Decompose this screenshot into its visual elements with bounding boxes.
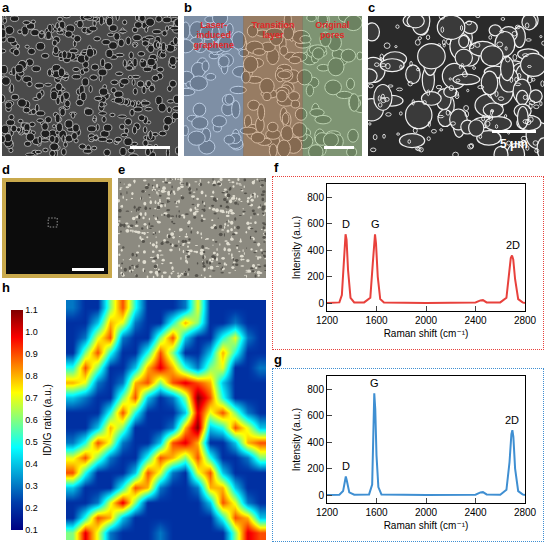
svg-text:2800: 2800 bbox=[514, 507, 537, 518]
html-text:e: e bbox=[118, 162, 126, 177]
svg-text:Intensity (a.u.): Intensity (a.u.) bbox=[291, 216, 302, 279]
html-text:g: g bbox=[274, 352, 282, 367]
svg-text:600: 600 bbox=[307, 410, 324, 421]
svg-text:1.1: 1.1 bbox=[25, 305, 38, 315]
html-text:c: c bbox=[368, 0, 376, 15]
svg-text:2800: 2800 bbox=[514, 315, 537, 326]
svg-text:0: 0 bbox=[318, 298, 324, 309]
svg-text:400: 400 bbox=[307, 245, 324, 256]
svg-text:D: D bbox=[342, 218, 350, 230]
svg-text:0.4: 0.4 bbox=[25, 459, 38, 469]
svg-text:2400: 2400 bbox=[464, 507, 487, 518]
svg-text:0.8: 0.8 bbox=[25, 371, 38, 381]
svg-text:400: 400 bbox=[307, 437, 324, 448]
html-text:a: a bbox=[2, 0, 10, 15]
svg-text:1.0: 1.0 bbox=[25, 327, 38, 337]
svg-text:0.2: 0.2 bbox=[25, 503, 38, 513]
svg-text:800: 800 bbox=[307, 384, 324, 395]
html-text:d: d bbox=[2, 162, 10, 177]
svg-text:2000: 2000 bbox=[415, 507, 438, 518]
svg-text:0.1: 0.1 bbox=[25, 525, 38, 535]
svg-text:Laser-inducedgraphene: Laser-inducedgraphene bbox=[193, 20, 234, 50]
svg-text:2D: 2D bbox=[505, 414, 519, 426]
svg-text:Intensity (a.u.): Intensity (a.u.) bbox=[291, 408, 302, 471]
svg-text:G: G bbox=[370, 377, 379, 389]
svg-text:2D: 2D bbox=[506, 239, 520, 251]
svg-text:800: 800 bbox=[307, 192, 324, 203]
html-text:f: f bbox=[274, 160, 279, 175]
svg-text:0.5: 0.5 bbox=[25, 437, 38, 447]
svg-text:200: 200 bbox=[307, 271, 324, 282]
svg-text:Raman shift (cm⁻¹): Raman shift (cm⁻¹) bbox=[384, 520, 469, 531]
svg-text:Originalpores: Originalpores bbox=[315, 20, 349, 40]
svg-text:0.3: 0.3 bbox=[25, 481, 38, 491]
svg-text:Raman shift (cm⁻¹): Raman shift (cm⁻¹) bbox=[384, 328, 469, 339]
svg-text:D: D bbox=[342, 460, 350, 472]
svg-text:1600: 1600 bbox=[365, 507, 388, 518]
svg-text:ID/IG ratio (a.u.): ID/IG ratio (a.u.) bbox=[42, 384, 53, 456]
svg-text:0.6: 0.6 bbox=[25, 415, 38, 425]
svg-text:5 μm: 5 μm bbox=[500, 137, 528, 151]
svg-text:0: 0 bbox=[318, 490, 324, 501]
svg-text:1200: 1200 bbox=[316, 507, 339, 518]
svg-text:2400: 2400 bbox=[464, 315, 487, 326]
svg-text:0.9: 0.9 bbox=[25, 349, 38, 359]
svg-text:600: 600 bbox=[307, 218, 324, 229]
svg-text:0.7: 0.7 bbox=[25, 393, 38, 403]
svg-text:Transitionlayer: Transitionlayer bbox=[251, 20, 294, 40]
svg-text:2000: 2000 bbox=[415, 315, 438, 326]
svg-text:1600: 1600 bbox=[365, 315, 388, 326]
svg-text:G: G bbox=[371, 218, 380, 230]
html-text:h: h bbox=[2, 280, 10, 295]
html-text:b: b bbox=[184, 0, 192, 15]
svg-text:200: 200 bbox=[307, 463, 324, 474]
svg-text:1200: 1200 bbox=[316, 315, 339, 326]
